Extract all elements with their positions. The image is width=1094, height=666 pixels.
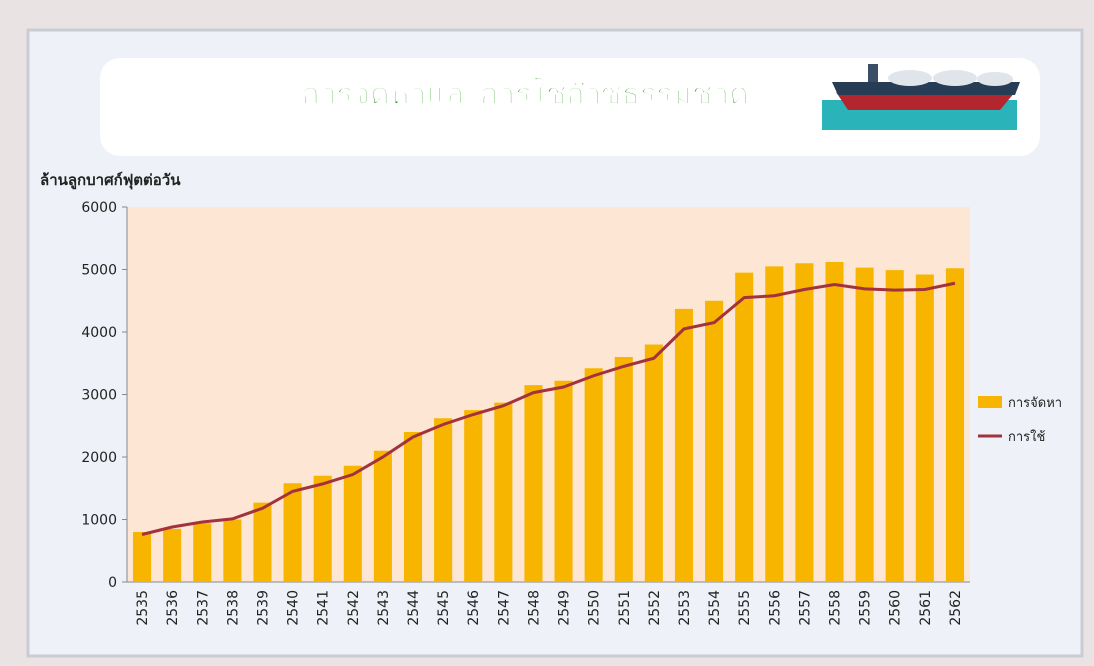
y-tick-label: 4000 xyxy=(81,325,117,341)
x-tick-label: 2549 xyxy=(557,590,573,626)
bar xyxy=(856,268,874,582)
y-axis-label: ล้านลูกบาศก์ฟุตต่อวัน xyxy=(40,171,181,190)
bar xyxy=(555,381,573,582)
y-tick-label: 6000 xyxy=(81,200,117,216)
x-tick-label: 2540 xyxy=(286,590,302,626)
bar xyxy=(735,273,753,582)
bar xyxy=(314,476,332,582)
bar xyxy=(795,263,813,582)
x-tick-label: 2558 xyxy=(828,590,844,626)
x-tick-label: 2543 xyxy=(376,590,392,626)
bar xyxy=(615,357,633,582)
x-tick-label: 2551 xyxy=(617,590,633,626)
legend-swatch xyxy=(978,396,1002,408)
bar xyxy=(494,403,512,582)
x-tick-label: 2544 xyxy=(406,590,422,626)
x-tick-label: 2536 xyxy=(165,590,181,626)
x-tick-label: 2556 xyxy=(767,590,783,626)
bar xyxy=(193,523,211,582)
bar xyxy=(886,270,904,582)
y-tick-label: 2000 xyxy=(81,450,117,466)
x-tick-label: 2552 xyxy=(647,590,663,626)
y-tick-label: 1000 xyxy=(81,513,117,529)
chart-title: การจัดหาและการใช้ก๊าซธรรมชาติ xyxy=(301,76,748,112)
x-tick-label: 2546 xyxy=(466,590,482,626)
x-tick-label: 2548 xyxy=(526,590,542,626)
x-tick-label: 2554 xyxy=(707,590,723,626)
chart: การจัดหาและการใช้ก๊าซธรรมชาติ ล้านลูกบาศ… xyxy=(0,0,1094,666)
bar xyxy=(675,309,693,582)
x-tick-label: 2539 xyxy=(255,590,271,626)
bar xyxy=(916,275,934,583)
bar xyxy=(825,262,843,582)
x-tick-label: 2555 xyxy=(737,590,753,626)
x-tick-label: 2541 xyxy=(316,590,332,626)
x-tick-label: 2535 xyxy=(135,590,151,626)
bar xyxy=(404,432,422,582)
x-tick-label: 2559 xyxy=(858,590,874,626)
y-tick-label: 5000 xyxy=(81,263,117,279)
x-tick-label: 2547 xyxy=(496,590,512,626)
x-tick-label: 2553 xyxy=(677,590,693,626)
x-tick-label: 2537 xyxy=(195,590,211,626)
x-tick-label: 2550 xyxy=(587,590,603,626)
x-tick-label: 2542 xyxy=(346,590,362,626)
bar xyxy=(253,503,271,582)
legend-label: การจัดหา xyxy=(1008,396,1062,411)
bar xyxy=(284,483,302,582)
bar xyxy=(223,520,241,583)
x-tick-label: 2560 xyxy=(888,590,904,626)
bar xyxy=(344,466,362,582)
x-tick-label: 2538 xyxy=(225,590,241,626)
bar xyxy=(524,385,542,582)
x-tick-label: 2557 xyxy=(797,590,813,626)
x-tick-label: 2561 xyxy=(918,590,934,626)
bar xyxy=(464,410,482,582)
x-tick-label: 2562 xyxy=(948,590,964,626)
bar xyxy=(765,266,783,582)
bar xyxy=(705,301,723,582)
bar xyxy=(133,532,151,582)
y-tick-label: 3000 xyxy=(81,388,117,404)
bar xyxy=(946,268,964,582)
bar xyxy=(585,368,603,582)
bar xyxy=(374,451,392,582)
legend-label: การใช้ xyxy=(1008,429,1046,445)
bar xyxy=(434,418,452,582)
bar xyxy=(163,529,181,582)
bar xyxy=(645,345,663,583)
y-tick-label: 0 xyxy=(108,575,117,591)
x-tick-label: 2545 xyxy=(436,590,452,626)
